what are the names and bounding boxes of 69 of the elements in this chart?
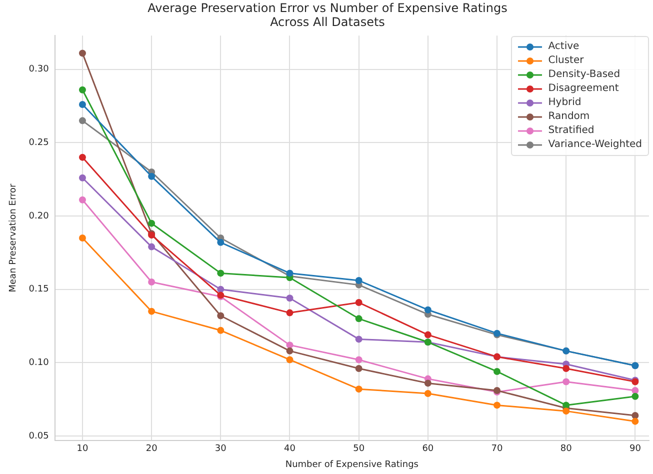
point [355, 277, 362, 284]
point [424, 390, 432, 397]
point [632, 387, 639, 394]
point [286, 342, 294, 349]
point [355, 386, 362, 393]
x-tick-label: 60 [422, 444, 434, 454]
point [78, 234, 86, 242]
point [217, 270, 224, 277]
chart-title: Average Preservation Error vs Number of Expensive Ratings Across All Datasets [148, 1, 508, 29]
legend-label: Disagreement [548, 82, 619, 96]
point [217, 238, 224, 246]
point [632, 418, 639, 425]
x-tick-label: 20 [146, 444, 158, 454]
point [355, 365, 362, 372]
point [355, 315, 362, 322]
point [424, 306, 432, 314]
point [424, 380, 432, 387]
point [424, 331, 432, 338]
point [217, 312, 224, 320]
point [217, 286, 224, 293]
point [286, 347, 294, 354]
legend-label: Hybrid [548, 96, 582, 110]
point [148, 220, 156, 227]
x-tick-label: 70 [491, 444, 504, 454]
point [286, 356, 294, 364]
x-tick-label: 40 [284, 444, 296, 454]
point [78, 50, 86, 57]
point [494, 368, 501, 375]
y-tick-label: 0.10 [28, 358, 50, 368]
point [355, 299, 362, 306]
point [78, 86, 86, 94]
legend-label: Random [548, 110, 590, 124]
legend-label: Variance-Weighted [548, 138, 642, 152]
point [78, 174, 86, 182]
point [286, 270, 294, 277]
point [78, 154, 86, 161]
point [562, 378, 570, 386]
y-axis-title: Mean Preservation Error [8, 183, 19, 292]
legend-label: Cluster [548, 54, 584, 68]
point [562, 365, 570, 372]
y-tick-label: 0.25 [28, 138, 49, 148]
point [632, 412, 639, 419]
point [632, 392, 639, 400]
x-axis-title: Number of Expensive Ratings [285, 460, 419, 470]
x-tick-label: 50 [353, 444, 365, 454]
x-tick-label: 30 [214, 444, 227, 454]
point [286, 294, 294, 302]
point [148, 278, 156, 286]
point [78, 101, 86, 108]
legend-label: Stratified [548, 124, 594, 138]
y-tick-label: 0.20 [28, 211, 50, 222]
point [355, 356, 362, 364]
point [78, 117, 86, 124]
point [286, 309, 294, 316]
y-tick-label: 0.30 [28, 64, 50, 75]
x-tick-label: 80 [560, 444, 572, 454]
point [217, 326, 224, 334]
legend-label: Active [548, 40, 580, 54]
y-tick-label: 0.05 [28, 431, 49, 442]
x-tick-label: 90 [629, 444, 642, 454]
x-tick-label: 10 [76, 444, 88, 454]
legend-label: Density-Based [548, 68, 620, 82]
point [494, 402, 501, 409]
point [355, 336, 362, 343]
point [148, 308, 156, 315]
point [78, 196, 86, 204]
point [148, 243, 156, 250]
y-tick-label: 0.15 [28, 284, 49, 295]
point [148, 172, 156, 180]
